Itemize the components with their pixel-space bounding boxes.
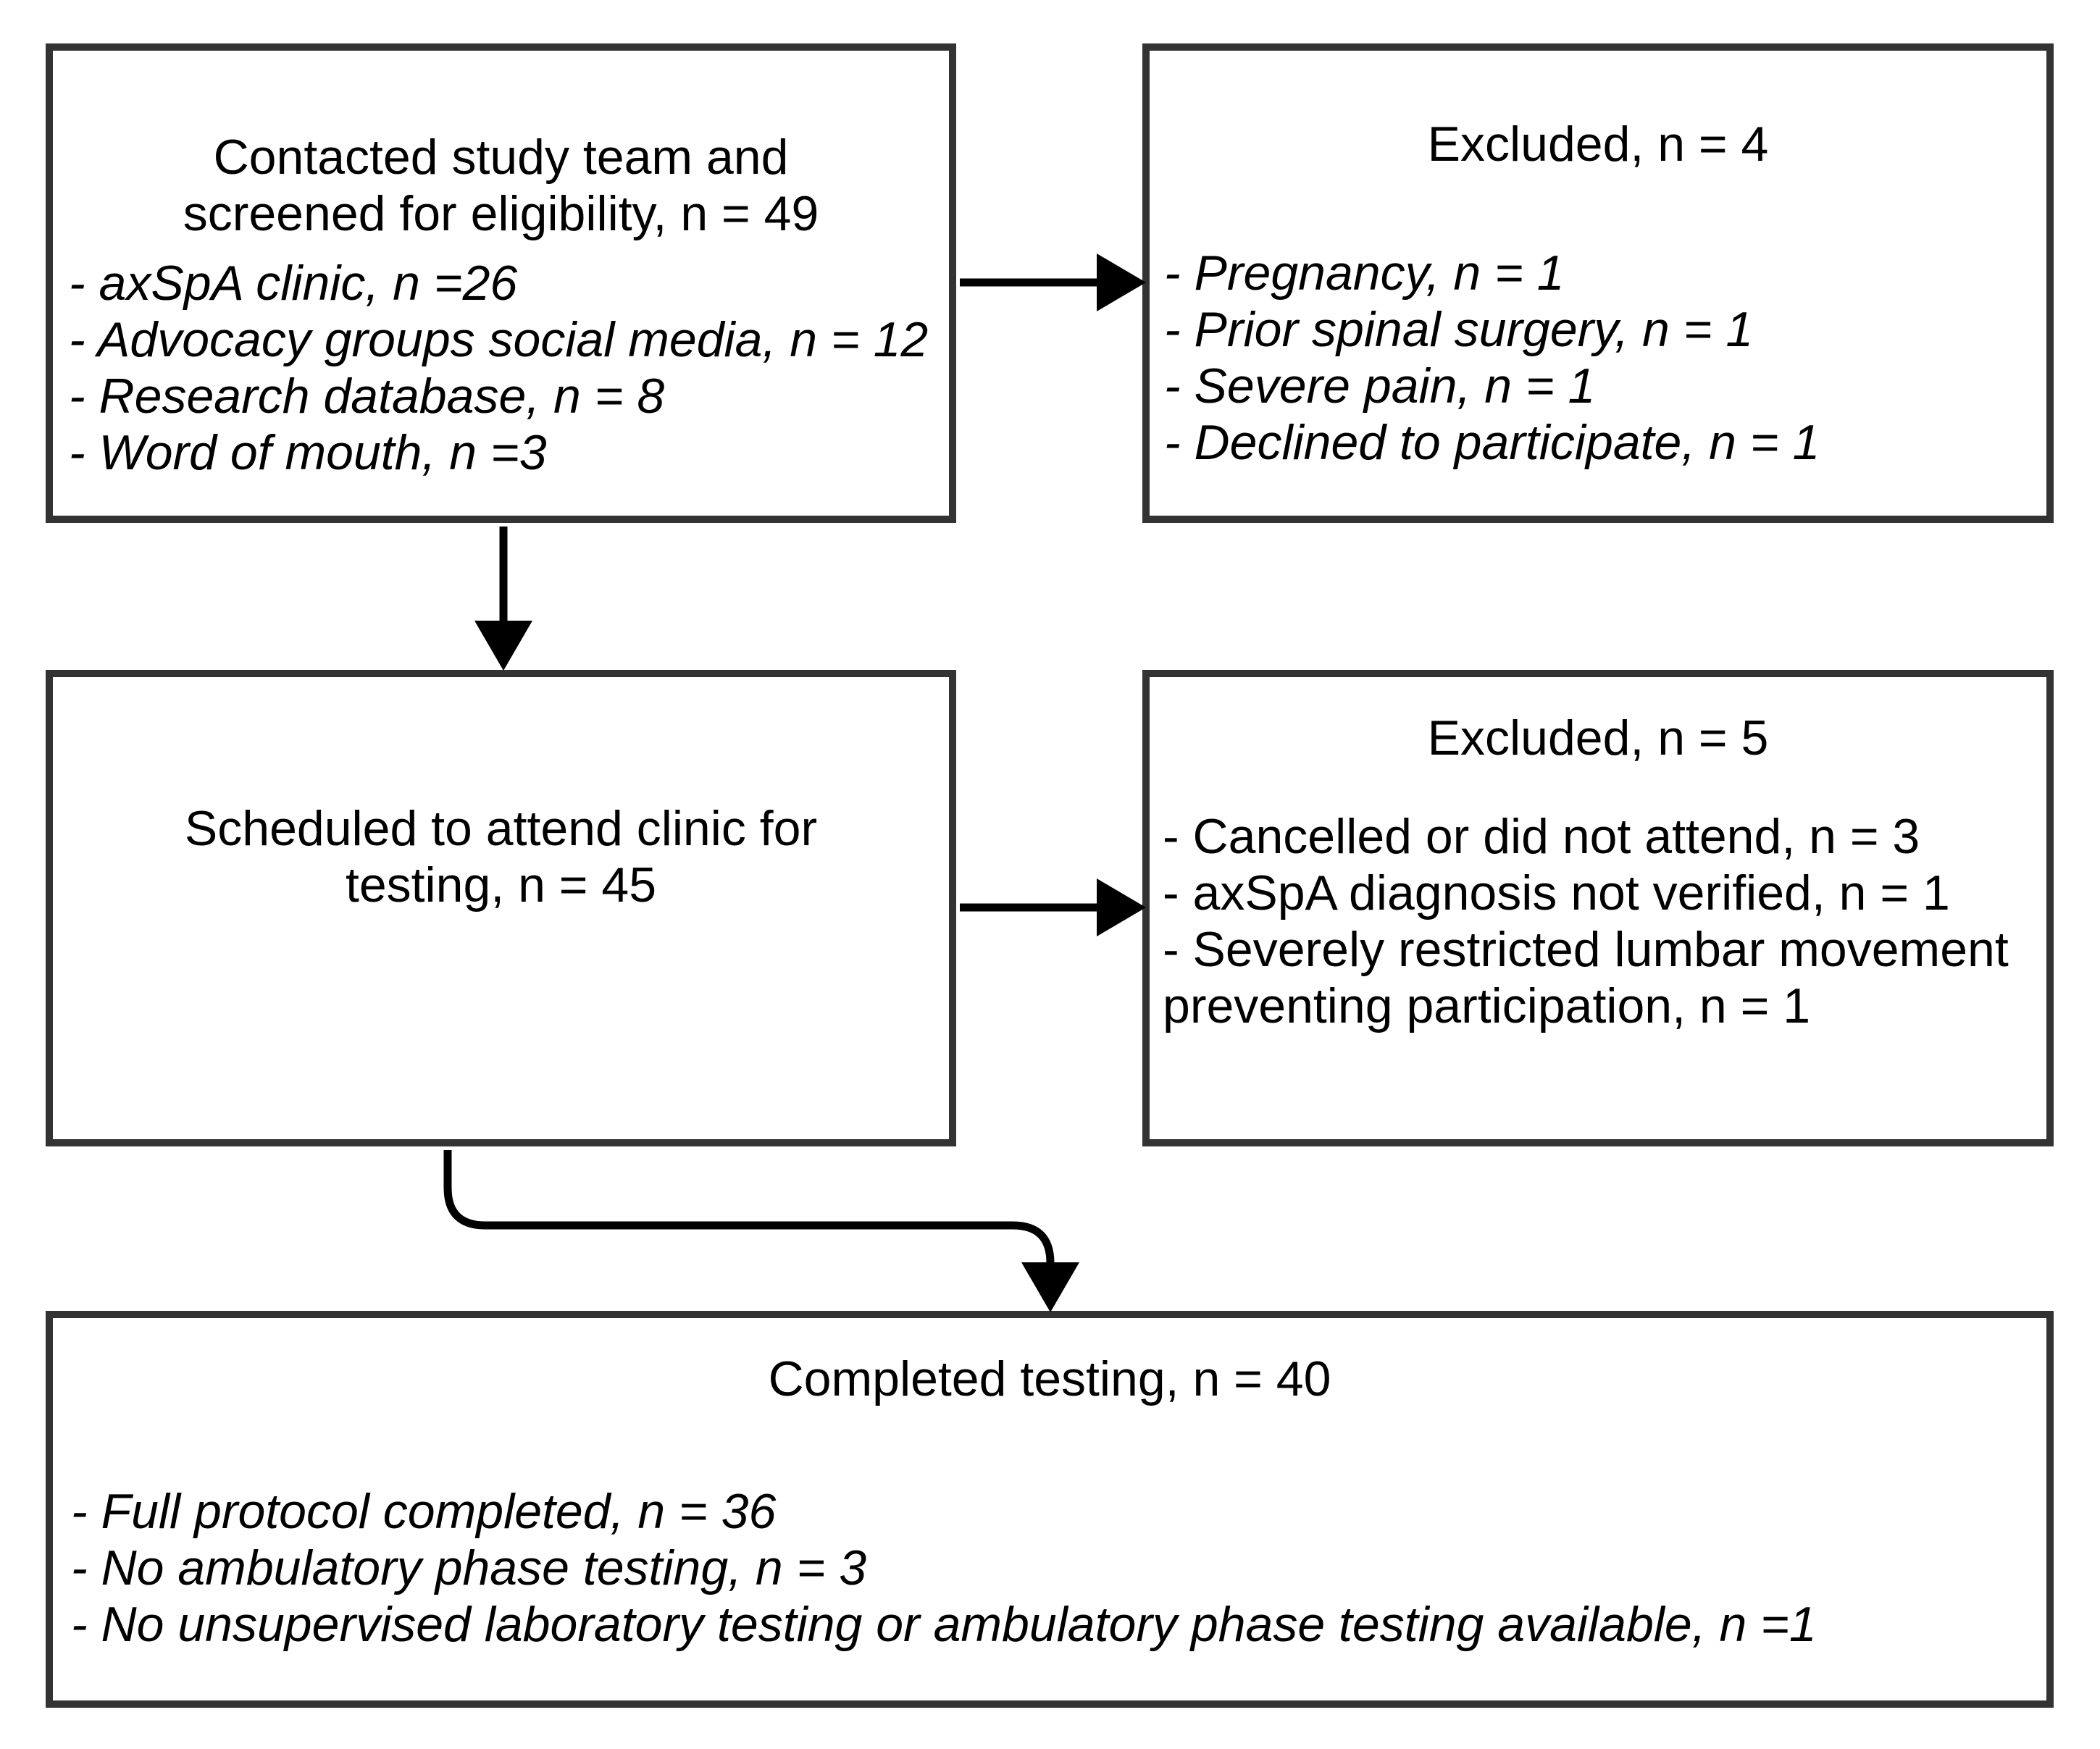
list-item: - Research database, n = 8 [69,369,665,424]
list-item: - Severely restricted lumbar movement pr… [1163,922,2009,1033]
arrowhead-down-icon [474,621,532,671]
list-item: - Word of mouth, n =3 [69,425,547,480]
box-completed: Completed testing, n = 40 - Full protoco… [46,1311,2054,1708]
box-excluded-screening-list: - Pregnancy, n = 1 - Prior spinal surger… [1160,245,2036,471]
list-item: - No unsupervised laboratory testing or … [71,1597,1817,1652]
box-screened-list: - axSpA clinic, n =26 - Advocacy groups … [63,255,939,481]
list-item: - Severe pain, n = 1 [1164,358,1596,414]
box-screened-title-line-2: screened for eligibility, n = 49 [183,186,819,241]
box-scheduled-title: Scheduled to attend clinic for testing, … [63,800,939,913]
box-excluded-scheduled-title: Excluded, n = 5 [1427,710,1769,766]
box-screened-title-line-1: Contacted study team and [213,130,789,185]
arrowhead-down-icon [1021,1262,1079,1312]
box-screened: Contacted study team and screened for el… [46,43,956,523]
box-excluded-scheduled: Excluded, n = 5 - Cancelled or did not a… [1142,670,2054,1146]
arrow-screened-to-scheduled [474,527,532,671]
list-item: - Cancelled or did not attend, n = 3 [1163,809,1920,864]
box-scheduled-title-line-1: Scheduled to attend clinic for [184,801,818,856]
arrowhead-right-icon [1097,253,1146,311]
box-excluded-scheduled-list: - Cancelled or did not attend, n = 3 - a… [1160,808,2036,1034]
list-item: - Pregnancy, n = 1 [1164,246,1565,301]
arrow-scheduled-to-completed [443,1150,1079,1312]
list-item: - Full protocol completed, n = 36 [71,1484,777,1539]
list-item: - No ambulatory phase testing, n = 3 [71,1540,867,1595]
arrowhead-right-icon [1097,878,1146,936]
box-scheduled-title-line-2: testing, n = 45 [345,857,657,913]
box-completed-list: - Full protocol completed, n = 36 - No a… [63,1483,2036,1653]
arrow-screened-to-excluded [960,253,1146,311]
list-item: - Declined to participate, n = 1 [1164,415,1820,470]
box-excluded-screening-title: Excluded, n = 4 [1427,117,1769,172]
list-item: - Prior spinal surgery, n = 1 [1164,302,1754,357]
box-scheduled: Scheduled to attend clinic for testing, … [46,670,956,1146]
arrow-scheduled-to-excluded [960,878,1146,936]
box-screened-title: Contacted study team and screened for el… [63,129,939,242]
list-item: - axSpA clinic, n =26 [69,256,518,311]
box-completed-title: Completed testing, n = 40 [768,1351,1331,1406]
list-item: - axSpA diagnosis not verified, n = 1 [1163,865,1950,920]
box-excluded-screening: Excluded, n = 4 - Pregnancy, n = 1 - Pri… [1142,43,2054,523]
list-item: - Advocacy groups social media, n = 12 [69,312,929,367]
